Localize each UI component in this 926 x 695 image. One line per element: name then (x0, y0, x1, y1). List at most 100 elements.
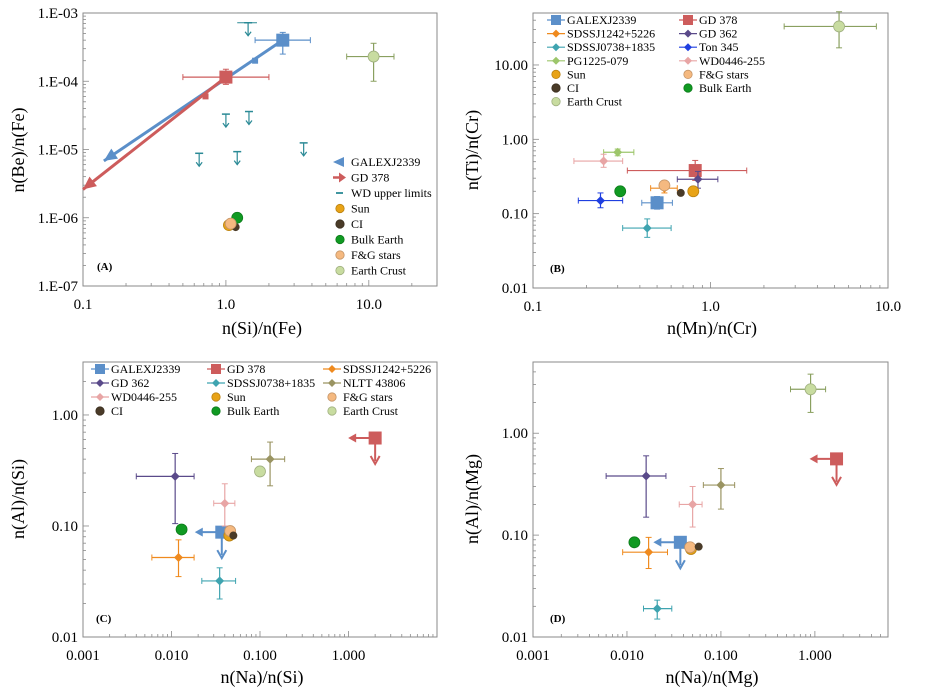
point-earth-crust (833, 20, 845, 33)
legend-entry-sun: Sun (551, 67, 586, 81)
y-tick-label: 1.E-06 (38, 211, 79, 227)
point-earth-crust (804, 383, 817, 396)
y-tick-label: 1.E-07 (38, 279, 79, 295)
upper-limit-arrow (300, 151, 308, 157)
point-f-g-stars (224, 217, 237, 230)
legend-entry-gd-378: GD 378 (207, 362, 265, 376)
legend-label: Earth Crust (567, 95, 623, 109)
legend-symbol (684, 29, 692, 38)
legend-label: F&G stars (343, 390, 393, 404)
trend-arrowhead-galexj2339 (103, 148, 119, 161)
legend-label: GALEXJ2339 (351, 155, 420, 169)
legend-symbol (327, 392, 337, 402)
legend-symbol (335, 219, 345, 229)
point-f-g-stars (658, 179, 671, 192)
point-ci (694, 542, 703, 551)
trend-arrowhead-gd-378 (83, 176, 97, 190)
legend-entry-sdssj0738-1835: SDSSJ0738+1835 (207, 376, 315, 390)
x-axis-label: n(Si)/n(Fe) (222, 318, 302, 339)
x-tick-label: 0.100 (704, 648, 738, 664)
legend-entry-bulk-earth: Bulk Earth (683, 81, 751, 95)
point-pg1225-079 (613, 147, 623, 157)
y-tick-label: 0.01 (52, 630, 78, 646)
panel-label: (A) (97, 261, 113, 273)
legend-symbol (551, 69, 561, 80)
x-tick-label: 0.001 (66, 648, 100, 664)
legend-entry-earth-crust: Earth Crust (551, 95, 623, 109)
x-tick-label: 10.0 (356, 297, 382, 313)
point-sdssj0738-1835 (642, 223, 652, 233)
x-tick-label: 0.1 (74, 297, 93, 313)
legend-entry-ci: CI (335, 217, 363, 231)
legend-symbol (95, 406, 105, 416)
legend-symbol (335, 203, 345, 214)
upper-limit-arrow (195, 161, 203, 168)
legend-label: SDSSJ0738+1835 (567, 40, 655, 54)
legend-label: Bulk Earth (699, 81, 751, 95)
point-gd-378 (830, 452, 844, 466)
point-bulk-earth (175, 523, 188, 536)
y-axis-label: n(Be)/n(Fe) (8, 108, 29, 193)
legend-entry-galexj2339: GALEXJ2339 (91, 362, 180, 376)
x-axis-label: n(Na)/n(Si) (221, 667, 304, 688)
point-f-g-stars (684, 541, 697, 554)
point-ci (229, 531, 238, 540)
legend-symbol (96, 393, 104, 401)
legend-symbol-head (339, 172, 346, 183)
point-gd-378 (688, 164, 702, 178)
y-axis-label: n(Al)/n(Si) (8, 459, 29, 539)
limit-down-arrowhead (216, 549, 228, 561)
y-tick-label: 1.E-04 (38, 74, 79, 90)
legend-entry-galexj2339: GALEXJ2339 (333, 155, 420, 169)
point-wd0446-255 (688, 499, 698, 509)
x-tick-label: 1.0 (701, 299, 720, 315)
point-bulk-earth (614, 185, 627, 198)
point-gd-362 (170, 471, 180, 481)
limit-down-arrowhead (831, 476, 842, 487)
legend-entry-earth-crust: Earth Crust (335, 264, 407, 278)
upper-limit-arrow (233, 160, 241, 166)
point-bulk-earth (628, 536, 641, 549)
point-sdssj1242-5226 (174, 553, 184, 563)
legend-symbol (683, 69, 693, 80)
point-ci (676, 188, 685, 197)
panel-label: (D) (550, 613, 566, 625)
panel-a: 0.1 1.0 10.0 1.E-07 1.E-06 1.E-05 1.E-04 1.E-03… (8, 6, 438, 339)
point-gd-378 (202, 93, 209, 100)
point-earth-crust (367, 50, 380, 63)
legend-entry-f-g-stars: F&G stars (683, 67, 749, 81)
legend-label: Sun (567, 67, 586, 81)
legend-symbol (96, 379, 104, 387)
legend-label: SDSSJ1242+5226 (567, 27, 655, 41)
legend-label: SDSSJ0738+1835 (227, 376, 315, 390)
legend-symbol (683, 83, 693, 93)
legend-label: CI (567, 81, 579, 95)
legend-symbol (551, 97, 561, 107)
y-tick-label: 0.01 (502, 630, 528, 646)
legend-label: CI (111, 404, 123, 418)
point-ton-345 (595, 196, 605, 206)
panel-label: (C) (96, 613, 112, 625)
legend-label: GD 362 (111, 376, 149, 390)
legend-entry-wd0446-255: WD0446-255 (679, 54, 765, 68)
legend-entry-gd-378: GD 378 (679, 13, 737, 27)
legend-label: WD upper limits (351, 186, 432, 200)
legend-entry-earth-crust: Earth Crust (327, 404, 399, 418)
panel-b: 0.1 1.0 10.0 0.01 0.10 1.00 10.00 n(Mn)/n(Cr) n(… (462, 11, 901, 339)
point-sdssj1242-5226 (644, 547, 654, 557)
legend-entry-bulk-earth: Bulk Earth (211, 404, 279, 418)
point-sun (687, 185, 700, 198)
legend-entry-ci: CI (95, 404, 123, 418)
x-tick-label: 1.000 (798, 648, 832, 664)
trend-line-gd-378 (82, 75, 227, 191)
upper-limit-arrow (244, 31, 252, 37)
upper-limit-arrow (222, 122, 230, 129)
legend-symbol (684, 43, 692, 52)
legend-entry-gd-362: GD 362 (91, 376, 149, 390)
legend-label: Ton 345 (699, 40, 739, 54)
point-galexj2339 (276, 33, 290, 47)
point-nltt-43806 (265, 454, 275, 464)
point-galexj2339 (650, 196, 664, 210)
legend-symbol (212, 379, 220, 387)
legend-symbol (551, 15, 561, 25)
